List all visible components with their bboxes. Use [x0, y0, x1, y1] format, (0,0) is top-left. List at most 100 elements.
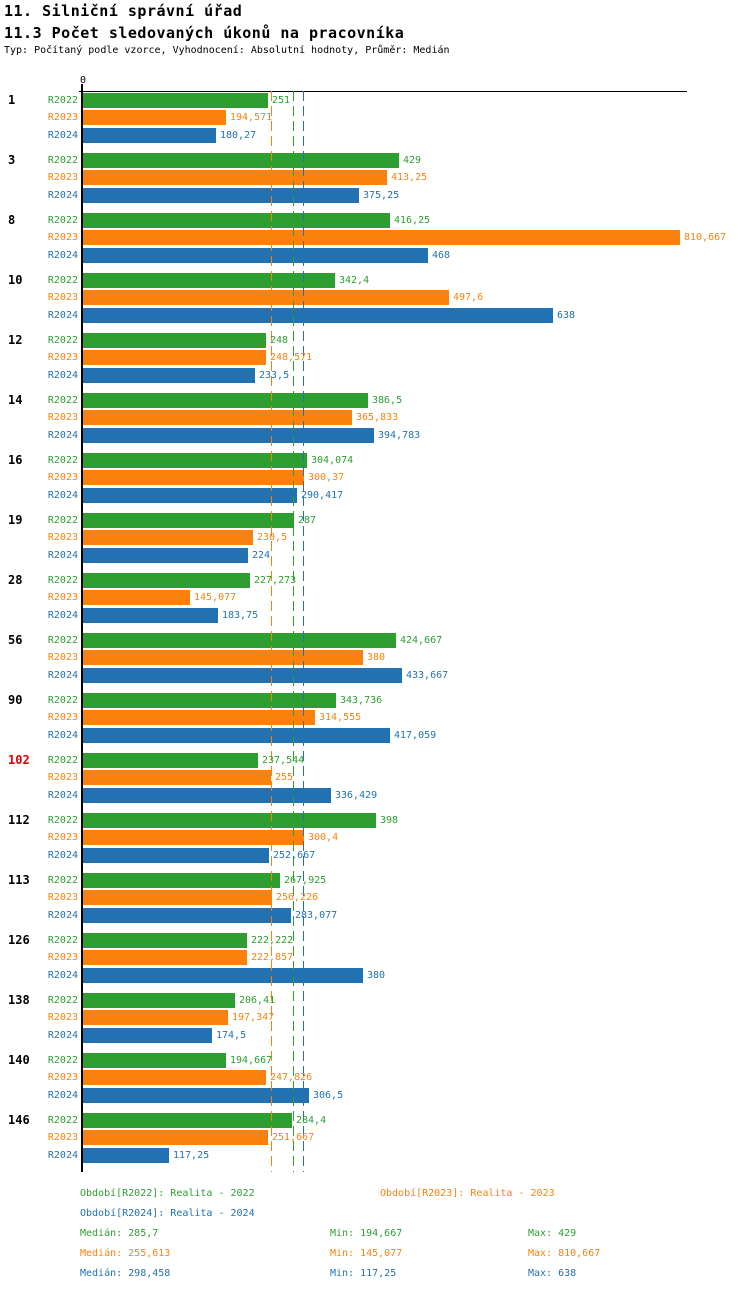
y-axis-line	[81, 84, 83, 1172]
series-row-label: R2022	[47, 1114, 78, 1126]
bar-value-label: 222,222	[251, 934, 294, 946]
bar-value-label: 336,429	[335, 789, 378, 801]
series-row-label: R2024	[47, 429, 78, 441]
series-row-label: R2022	[47, 454, 78, 466]
stat-min-r2022: Min: 194,667	[330, 1228, 403, 1239]
bar-value-label: 398	[380, 814, 399, 826]
bar-value-label: 255	[275, 772, 294, 783]
series-row-label: R2024	[47, 609, 78, 621]
bar-value-label: 417,059	[394, 729, 437, 741]
bar-value-label: 314,555	[319, 712, 362, 723]
series-row-label: R2022	[47, 154, 78, 166]
bar-value-label: 227,273	[254, 574, 297, 586]
bar	[83, 992, 235, 1008]
legend-item-r2022: Období[R2022]: Realita - 2022	[80, 1188, 255, 1199]
bar-value-label: 194,667	[230, 1054, 273, 1066]
bar	[83, 632, 396, 648]
stat-max-r2022: Max: 429	[528, 1228, 577, 1239]
bar-value-label: 256,226	[276, 892, 319, 903]
bar-value-label: 222,857	[251, 952, 294, 963]
median-line-r2022	[293, 91, 294, 1172]
bar-value-label: 145,077	[194, 592, 237, 603]
bar-value-label: 117,25	[173, 1149, 210, 1161]
series-row-label: R2023	[47, 532, 78, 543]
category-label: 138	[8, 993, 30, 1007]
bar	[83, 967, 363, 983]
bar-value-label: 300,4	[308, 832, 339, 843]
bar-value-label: 424,667	[400, 634, 443, 646]
stat-min-r2023: Min: 145,077	[330, 1248, 403, 1259]
category-label: 126	[8, 933, 30, 947]
bar	[83, 452, 307, 468]
legend-item-r2023: Období[R2023]: Realita - 2023	[380, 1188, 555, 1199]
series-row-label: R2022	[47, 1054, 78, 1066]
bar-value-label: 429	[403, 154, 422, 166]
bar	[83, 1052, 226, 1068]
series-row-label: R2024	[47, 969, 78, 981]
bar-value-label: 300,37	[308, 472, 345, 483]
bar	[83, 727, 390, 743]
bar	[83, 530, 253, 545]
bar	[83, 110, 226, 125]
series-row-label: R2023	[47, 292, 78, 303]
bar	[83, 1070, 266, 1085]
stat-median-r2023: Medián: 255,613	[80, 1248, 171, 1259]
category-label: 102	[8, 753, 30, 767]
category-label: 90	[8, 693, 23, 707]
bar-value-label: 287	[298, 514, 317, 526]
series-row-label: R2023	[47, 112, 78, 123]
bar-value-label: 224	[252, 549, 271, 561]
series-row-label: R2024	[47, 309, 78, 321]
bar	[83, 170, 387, 185]
bar-value-label: 365,833	[356, 412, 399, 423]
bar	[83, 247, 428, 263]
bar-value-label: 251,667	[272, 1132, 315, 1143]
series-row-label: R2023	[47, 472, 78, 483]
series-row-label: R2022	[47, 94, 78, 106]
bar	[83, 547, 248, 563]
bar	[83, 812, 376, 828]
bar	[83, 1147, 169, 1163]
series-row-label: R2022	[47, 754, 78, 766]
bar	[83, 787, 331, 803]
bar	[83, 290, 449, 305]
bar-value-label: 248,571	[270, 352, 313, 363]
series-row-label: R2024	[47, 1029, 78, 1041]
series-row-label: R2023	[47, 1132, 78, 1143]
series-row-label: R2024	[47, 729, 78, 741]
series-row-label: R2022	[47, 934, 78, 946]
bar	[83, 950, 247, 965]
series-row-label: R2024	[47, 849, 78, 861]
stat-median-r2022: Medián: 285,7	[80, 1228, 159, 1239]
series-row-label: R2023	[47, 592, 78, 603]
chart-subtitle: Typ: Počítaný podle vzorce, Vyhodnocení:…	[4, 45, 450, 56]
bar	[83, 332, 266, 348]
bar-value-label: 497,6	[453, 292, 484, 303]
bar	[83, 427, 374, 443]
bar	[83, 572, 250, 588]
bar-value-label: 247,826	[270, 1072, 313, 1083]
series-row-label: R2022	[47, 334, 78, 346]
bar-value-label: 416,25	[394, 214, 431, 226]
bar	[83, 607, 218, 623]
bar	[83, 830, 304, 845]
bar	[83, 127, 216, 143]
bar-value-label: 433,667	[406, 669, 449, 681]
bar	[83, 847, 269, 863]
bar	[83, 770, 271, 785]
bar	[83, 872, 280, 888]
bar	[83, 752, 258, 768]
category-label: 146	[8, 1113, 30, 1127]
series-row-label: R2024	[47, 129, 78, 141]
category-label: 140	[8, 1053, 30, 1067]
axis-origin-label: 0	[79, 75, 87, 86]
bar-value-label: 468	[432, 249, 451, 261]
category-label: 28	[8, 573, 23, 587]
bar	[83, 1010, 228, 1025]
bar	[83, 367, 255, 383]
bar-value-label: 413,25	[391, 172, 428, 183]
stat-max-r2024: Max: 638	[528, 1268, 577, 1279]
series-row-label: R2022	[47, 274, 78, 286]
series-row-label: R2024	[47, 489, 78, 501]
series-row-label: R2023	[47, 232, 78, 243]
